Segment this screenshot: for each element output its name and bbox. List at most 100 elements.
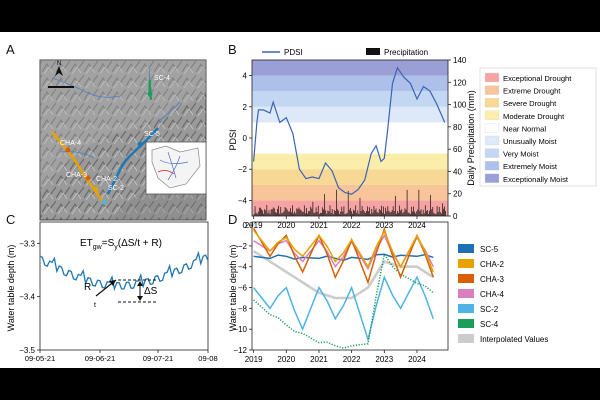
precip-bar: [421, 213, 423, 216]
precip-bar: [352, 213, 353, 216]
precip-bar: [438, 206, 440, 216]
precip-tick-label: 20: [453, 190, 462, 199]
drought-legend-swatch: [484, 110, 500, 121]
precip-bar: [272, 207, 274, 216]
drought-legend-swatch: [484, 148, 500, 158]
map-site-cha4-marker: [65, 147, 71, 153]
precip-bar: [417, 209, 419, 216]
precip-bar: [381, 205, 382, 216]
pdsi-axis-label: PDSI: [228, 129, 238, 150]
precip-bar: [407, 212, 409, 216]
site-legend-swatch: [458, 334, 474, 343]
map-site-cha3-marker: [85, 175, 91, 181]
pdsi-legend-label: PDSI: [284, 48, 303, 57]
site-legend-swatch: [458, 259, 474, 268]
et-equation: ETgw=Sy(ΔS/t + R): [80, 238, 162, 251]
precip-bar: [345, 213, 347, 216]
precip-bar: [379, 210, 381, 216]
precip-bar: [364, 213, 366, 216]
map-site-sc5-stream: [106, 127, 159, 195]
year-tick-label: 2023: [375, 221, 393, 230]
precip-bar: [301, 211, 303, 216]
panel-d-frame: [251, 221, 449, 351]
precip-bar: [354, 210, 355, 216]
panel-c-date-label: 09-05-21: [25, 354, 55, 363]
precip-tick-label: 100: [453, 101, 467, 110]
precip-bar: [285, 208, 287, 216]
precip-bar: [366, 210, 367, 216]
precip-bar: [308, 211, 309, 216]
panel-c-tick-label: −3.4: [19, 293, 35, 302]
precip-bar: [271, 209, 273, 216]
precip-bar: [390, 212, 392, 216]
drought-band: [252, 91, 448, 107]
pdsi-tick-label: −4: [238, 196, 248, 205]
north-arrow-label: N: [57, 61, 61, 67]
map-label-cha4: CHA-4: [60, 140, 81, 147]
site-legend-label: SC-4: [480, 320, 499, 329]
precip-bar: [370, 213, 372, 216]
precip-bar: [262, 210, 263, 216]
precip-legend-label: Precipitation: [384, 48, 428, 57]
precip-bar: [277, 208, 278, 216]
precip-bar: [325, 210, 327, 216]
precip-bar: [385, 207, 387, 216]
precip-bar: [444, 206, 445, 216]
precip-bar: [282, 212, 284, 216]
precip-bar: [261, 209, 262, 216]
panel-d-y-label: Water table depth (m): [228, 245, 238, 332]
precip-bar: [254, 206, 256, 216]
precip-bar: [253, 214, 255, 216]
precip-bar: [420, 209, 422, 216]
precip-bar: [283, 211, 285, 216]
precip-bar: [344, 213, 346, 216]
drought-band: [252, 60, 448, 76]
pdsi-line: [253, 66, 446, 195]
precip-tick-label: 80: [453, 123, 462, 132]
precip-bar: [373, 205, 375, 216]
drought-band: [252, 153, 448, 170]
panel-d-year-label: 2022: [343, 355, 361, 364]
panel-d-year-label: 2021: [310, 355, 328, 364]
precip-bar: [340, 211, 342, 216]
precip-bar: [384, 213, 385, 216]
precip-bar: [316, 211, 318, 216]
panel-d-tick-label: −12: [233, 346, 247, 355]
precip-bar: [415, 213, 417, 216]
panel-d-tick-label: −6: [238, 284, 248, 293]
precip-bar: [281, 213, 283, 216]
precip-bar: [431, 209, 433, 216]
panel-d-tick-label: −4: [238, 263, 248, 272]
precip-bar: [279, 213, 281, 216]
precip-tick-label: 40: [453, 167, 462, 176]
precip-bar: [428, 213, 429, 216]
map-site-sc4-marker: [147, 91, 153, 97]
drought-legend-swatch: [484, 173, 500, 184]
precip-bar: [351, 211, 352, 216]
precip-bar: [432, 206, 434, 216]
precip-tick-label: 0: [453, 212, 458, 221]
map-site-sc5-marker: [137, 141, 143, 147]
precip-bar: [443, 208, 444, 216]
precip-bar: [396, 213, 397, 216]
precip-bar: [436, 206, 438, 216]
precip-bar: [275, 212, 276, 216]
precip-bar: [287, 211, 289, 216]
pdsi-tick-label: 0: [243, 134, 248, 143]
drought-legend-label: Exceptionally Moist: [503, 175, 569, 184]
map-site-sc2-marker: [101, 199, 107, 205]
site-map: N SC-4 SC-5 CHA-4 CHA-3 CHA-2 SC-2: [39, 59, 207, 221]
precip-bar: [398, 212, 399, 216]
precip-bar: [424, 205, 426, 216]
precip-bar: [434, 213, 436, 216]
precip-bar: [314, 212, 316, 216]
precip-bar: [327, 210, 329, 216]
precip-bar: [419, 210, 421, 216]
drought-legend-swatch: [484, 135, 500, 146]
precip-bar: [324, 194, 326, 216]
precip-bar: [394, 195, 396, 216]
year-tick-label: 2019: [245, 221, 263, 230]
precip-bar: [305, 213, 306, 216]
figure: A B C D: [0, 32, 600, 368]
precip-bar: [280, 207, 282, 216]
